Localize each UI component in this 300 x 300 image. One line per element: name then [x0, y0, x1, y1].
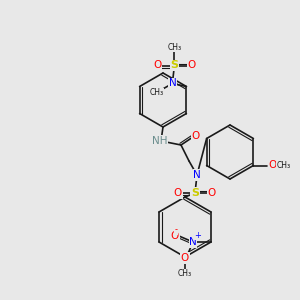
Text: O: O — [187, 61, 196, 70]
Text: O: O — [171, 231, 179, 241]
Text: O: O — [208, 188, 216, 198]
Text: NH: NH — [152, 136, 168, 146]
Text: O: O — [153, 61, 161, 70]
Text: CH₃: CH₃ — [149, 88, 164, 97]
Text: +: + — [194, 230, 201, 239]
Text: CH₃: CH₃ — [178, 269, 192, 278]
Text: O: O — [192, 131, 200, 141]
Text: CH₃: CH₃ — [276, 161, 290, 170]
Text: O: O — [174, 188, 182, 198]
Text: CH₃: CH₃ — [167, 43, 182, 52]
Text: -: - — [175, 226, 178, 235]
Text: O: O — [268, 160, 277, 170]
Text: O: O — [181, 253, 189, 263]
Text: N: N — [169, 79, 176, 88]
Text: S: S — [170, 61, 178, 70]
Text: N: N — [193, 170, 201, 180]
Text: N: N — [189, 237, 197, 247]
Text: S: S — [191, 188, 199, 198]
